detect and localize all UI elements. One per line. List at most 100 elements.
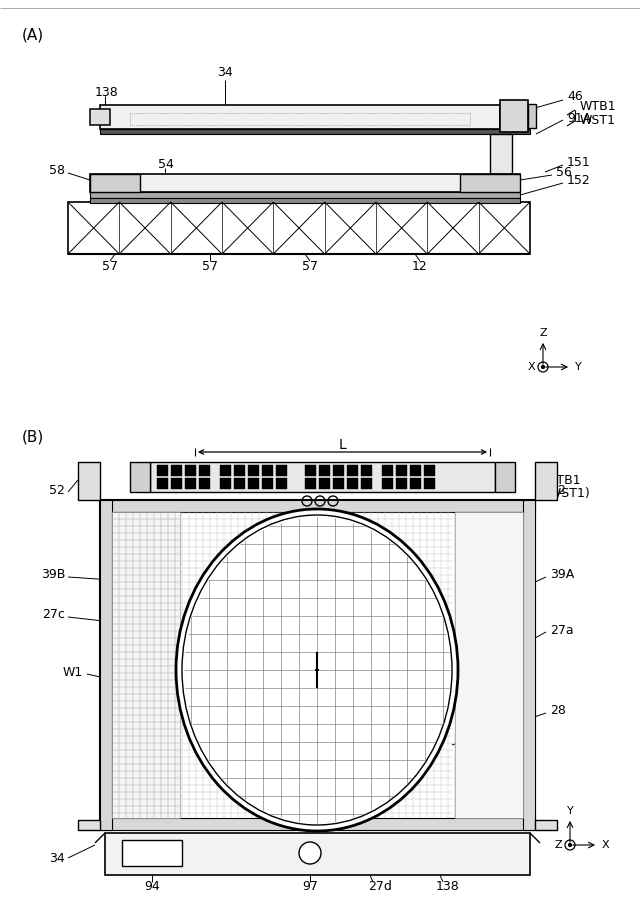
Bar — [90, 109, 110, 125]
Text: 97: 97 — [302, 880, 318, 892]
Bar — [100, 500, 535, 512]
Bar — [535, 462, 557, 500]
Text: 57: 57 — [202, 260, 218, 274]
Bar — [100, 500, 112, 830]
Text: 46: 46 — [485, 463, 501, 475]
Text: 28: 28 — [550, 704, 566, 717]
Bar — [185, 465, 196, 476]
Text: M: M — [130, 470, 140, 483]
Text: 52: 52 — [550, 483, 566, 496]
Text: Y: Y — [575, 362, 581, 372]
Text: 39B: 39B — [40, 569, 65, 581]
Text: FM: FM — [365, 467, 383, 481]
Bar — [333, 478, 344, 489]
Bar — [396, 465, 407, 476]
Circle shape — [541, 366, 545, 368]
Bar — [100, 105, 500, 129]
Text: WTB1: WTB1 — [580, 101, 616, 113]
Bar — [347, 478, 358, 489]
Bar — [68, 202, 530, 254]
Bar — [199, 478, 210, 489]
Text: 34: 34 — [217, 66, 233, 80]
Bar — [105, 833, 530, 875]
Bar — [122, 840, 182, 866]
Bar — [171, 465, 182, 476]
Bar — [490, 134, 512, 174]
Text: SL: SL — [265, 473, 280, 485]
Text: 52: 52 — [49, 483, 65, 496]
Bar — [410, 478, 421, 489]
Text: 56: 56 — [556, 165, 572, 179]
Bar — [100, 500, 535, 830]
Text: Z: Z — [554, 840, 562, 850]
Bar — [305, 465, 316, 476]
Bar — [262, 478, 273, 489]
Text: 39A: 39A — [550, 569, 574, 581]
Text: Y: Y — [566, 806, 573, 816]
Text: WTB1: WTB1 — [545, 473, 582, 486]
Bar — [90, 198, 520, 203]
Bar — [248, 465, 259, 476]
Bar — [276, 465, 287, 476]
Text: 57: 57 — [302, 260, 318, 274]
Bar — [171, 478, 182, 489]
Text: 151: 151 — [567, 157, 591, 170]
Text: L: L — [339, 438, 346, 452]
Bar — [305, 478, 316, 489]
Text: 30: 30 — [315, 463, 331, 475]
Text: 91A: 91A — [567, 112, 591, 124]
Bar — [396, 478, 407, 489]
Bar — [100, 129, 530, 134]
Bar — [112, 512, 180, 818]
Bar — [500, 100, 528, 132]
Bar — [382, 478, 393, 489]
Bar — [130, 462, 150, 492]
Text: 152: 152 — [567, 173, 591, 187]
Text: 94: 94 — [144, 880, 160, 892]
Text: 138: 138 — [95, 85, 119, 99]
Text: 46: 46 — [567, 90, 583, 102]
Bar — [90, 192, 520, 198]
Text: 58: 58 — [49, 163, 65, 177]
Bar — [220, 465, 231, 476]
Bar — [361, 478, 372, 489]
Text: X: X — [601, 840, 609, 850]
Bar — [460, 174, 520, 192]
Bar — [347, 465, 358, 476]
Bar — [90, 174, 140, 192]
Text: 57: 57 — [102, 260, 118, 274]
Bar — [157, 465, 168, 476]
Text: 27d: 27d — [368, 880, 392, 892]
Bar — [424, 478, 435, 489]
Text: 138: 138 — [436, 880, 460, 892]
Bar — [234, 465, 245, 476]
Bar — [319, 478, 330, 489]
Text: 12: 12 — [412, 260, 428, 274]
Bar — [523, 500, 535, 830]
Bar — [455, 512, 523, 818]
Bar — [528, 104, 536, 128]
Bar — [248, 478, 259, 489]
Bar — [319, 465, 330, 476]
Bar — [78, 820, 100, 830]
Bar — [535, 820, 557, 830]
Ellipse shape — [182, 515, 452, 825]
Bar — [150, 462, 495, 492]
Text: 34: 34 — [49, 852, 65, 864]
Bar — [78, 462, 100, 500]
Text: Z: Z — [539, 328, 547, 338]
Text: 27b: 27b — [200, 463, 224, 475]
Bar — [185, 478, 196, 489]
Bar — [199, 465, 210, 476]
Text: WST1: WST1 — [580, 113, 616, 126]
Text: X: X — [527, 362, 535, 372]
Bar — [100, 818, 535, 830]
Bar — [234, 478, 245, 489]
Bar — [424, 465, 435, 476]
Text: 27c: 27c — [42, 609, 65, 621]
Ellipse shape — [176, 509, 458, 831]
Circle shape — [568, 844, 572, 846]
Text: (A): (A) — [22, 28, 44, 43]
Bar — [262, 465, 273, 476]
Text: W1: W1 — [63, 666, 83, 678]
